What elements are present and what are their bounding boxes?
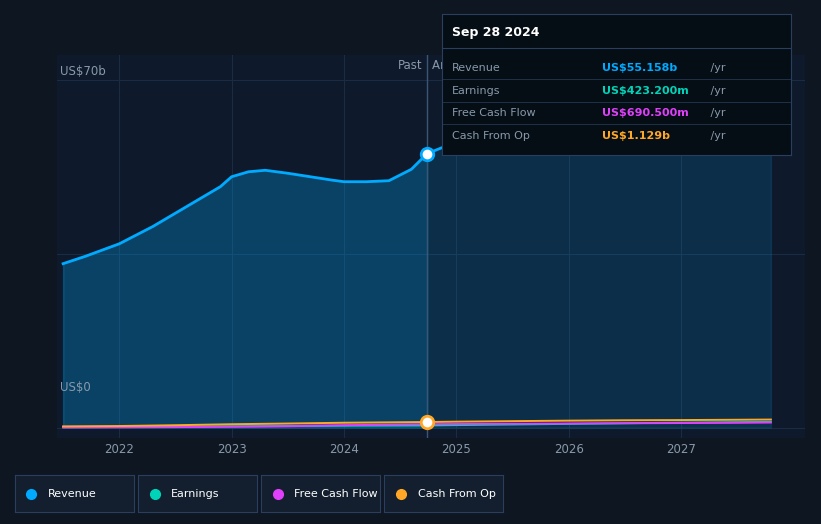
Text: US$690.500m: US$690.500m	[603, 108, 689, 118]
Text: Sep 28 2024: Sep 28 2024	[452, 26, 539, 39]
Text: Past: Past	[398, 59, 423, 72]
Text: Cash From Op: Cash From Op	[418, 488, 495, 499]
Text: Earnings: Earnings	[172, 488, 220, 499]
Text: US$1.129b: US$1.129b	[603, 130, 670, 140]
Text: /yr: /yr	[707, 63, 726, 73]
Text: Earnings: Earnings	[452, 86, 501, 96]
Text: US$70b: US$70b	[60, 64, 105, 78]
Text: Free Cash Flow: Free Cash Flow	[452, 108, 536, 118]
Text: US$0: US$0	[60, 380, 90, 394]
Text: US$55.158b: US$55.158b	[603, 63, 677, 73]
Text: Cash From Op: Cash From Op	[452, 130, 530, 140]
Text: /yr: /yr	[707, 86, 726, 96]
Text: Revenue: Revenue	[452, 63, 501, 73]
Text: Analysts Forecasts: Analysts Forecasts	[432, 59, 542, 72]
Text: /yr: /yr	[707, 108, 726, 118]
Text: Free Cash Flow: Free Cash Flow	[295, 488, 378, 499]
Text: US$423.200m: US$423.200m	[603, 86, 689, 96]
Text: Revenue: Revenue	[48, 488, 97, 499]
Text: /yr: /yr	[707, 130, 726, 140]
